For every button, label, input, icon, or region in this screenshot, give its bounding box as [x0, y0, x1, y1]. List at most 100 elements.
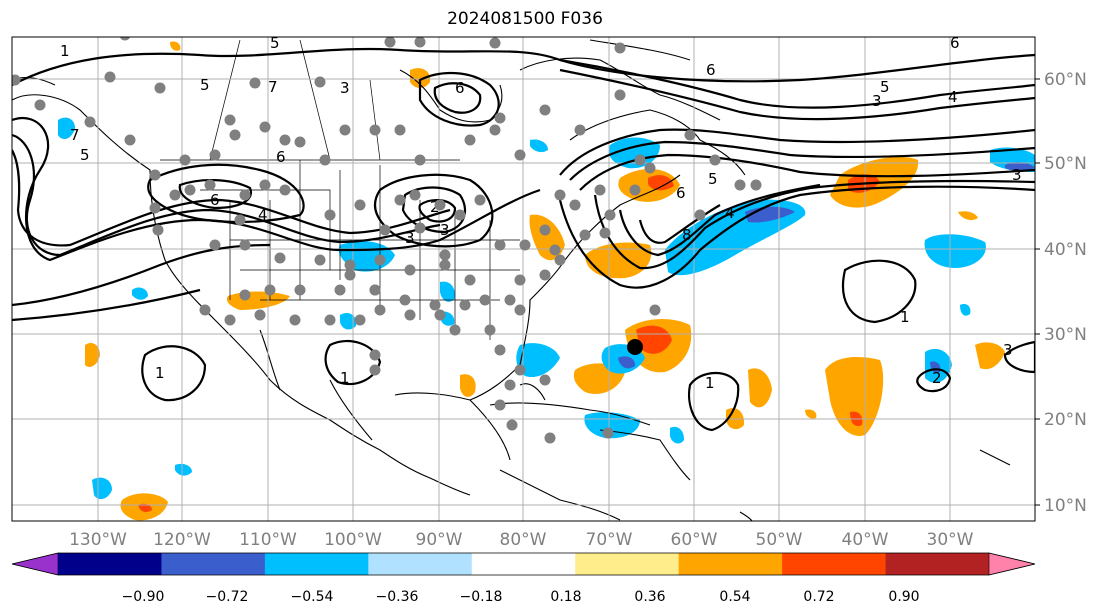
lon-label: 70°W [586, 530, 633, 550]
lon-label: 90°W [416, 530, 463, 550]
station-dot [409, 189, 421, 201]
station-dot [439, 249, 451, 261]
station-dot [634, 154, 646, 166]
station-dot [479, 294, 491, 306]
station-dot [489, 124, 501, 136]
station-dot [249, 77, 261, 89]
svg-text:5: 5 [80, 146, 90, 164]
station-dot [539, 269, 551, 281]
colorbar-tick: −0.90 [122, 589, 165, 605]
station-dot [604, 209, 616, 221]
station-dot [602, 427, 614, 439]
coastlines [12, 39, 1011, 521]
lat-label: 30°N [1044, 325, 1087, 345]
station-dot [12, 74, 21, 86]
colorbar-tick-labels: −0.90 −0.72 −0.54 −0.36 −0.18 0.18 0.36 … [122, 589, 920, 605]
station-dot [750, 179, 762, 191]
station-dot [239, 189, 251, 201]
colorbar-segment [471, 553, 576, 575]
colorbar-extend-high [988, 552, 1036, 576]
station-dot [289, 314, 301, 326]
station-dot [354, 314, 366, 326]
station-dot [259, 179, 271, 191]
station-dot [489, 37, 501, 49]
station-dot [614, 42, 626, 54]
station-dot [599, 227, 611, 239]
svg-text:6: 6 [706, 61, 716, 79]
lat-label: 10°N [1044, 496, 1087, 516]
station-dot [484, 324, 496, 336]
station-dot [149, 202, 161, 214]
axis-ticks [1035, 78, 1040, 506]
station-dot [429, 299, 441, 311]
station-dot [239, 239, 251, 251]
colorbar-tick: −0.72 [206, 589, 249, 605]
station-dot [539, 224, 551, 236]
station-dot [399, 294, 411, 306]
station-dot [494, 344, 506, 356]
colorbar-segment [782, 553, 887, 575]
station-dot [264, 284, 276, 296]
map-border [11, 36, 1036, 522]
station-dot [644, 162, 656, 174]
station-dot [434, 309, 446, 321]
station-dot [474, 194, 486, 206]
station-dot [449, 324, 461, 336]
colorbar-extend-low [11, 552, 59, 576]
svg-text:5: 5 [880, 78, 890, 96]
station-dot [324, 209, 336, 221]
station-dot [494, 399, 506, 411]
svg-text:2: 2 [932, 369, 942, 387]
station-dot [314, 76, 326, 88]
colorbar-tick: 0.36 [634, 589, 665, 605]
station-dot [514, 149, 526, 161]
station-dot [384, 37, 396, 48]
lon-label: 130°W [69, 530, 127, 550]
svg-text:6: 6 [455, 79, 465, 97]
station-dot [149, 169, 161, 181]
svg-text:3: 3 [440, 221, 450, 239]
colorbar-segment [264, 553, 369, 575]
station-dot [394, 194, 406, 206]
station-dot [594, 184, 606, 196]
station-dot [119, 37, 131, 41]
station-dot [184, 184, 196, 196]
station-dot [394, 124, 406, 136]
svg-text:3: 3 [340, 79, 350, 97]
lon-label: 120°W [153, 530, 211, 550]
svg-text:1: 1 [900, 308, 910, 326]
lat-label: 20°N [1044, 410, 1087, 430]
station-dot [504, 379, 516, 391]
station-dot [179, 154, 191, 166]
svg-text:5: 5 [270, 34, 280, 52]
station-dot [459, 299, 471, 311]
map-content: 1 5 7 3 6 5 6 3 5 4 6 7 5 6 4 3 2 3 3 6 … [12, 34, 1035, 521]
longitude-labels: 130°W 120°W 110°W 100°W 90°W 80°W 70°W 6… [69, 530, 974, 550]
station-dot [694, 209, 706, 221]
station-dot [374, 304, 386, 316]
station-dot [434, 199, 446, 211]
station-dot [369, 349, 381, 361]
colorbar-segment [885, 553, 990, 575]
lat-label: 60°N [1044, 70, 1087, 90]
station-dot [254, 309, 266, 321]
lon-label: 80°W [500, 530, 547, 550]
station-dot [506, 419, 518, 431]
station-dot [404, 309, 416, 321]
colorbar-segment [678, 553, 783, 575]
svg-text:4: 4 [258, 206, 268, 224]
svg-text:7: 7 [70, 126, 80, 144]
station-dot [439, 259, 451, 271]
station-dot [504, 294, 516, 306]
lon-label: 30°W [927, 530, 974, 550]
latitude-labels: 60°N 50°N 40°N 30°N 20°N 10°N [1044, 70, 1087, 516]
station-dot [274, 252, 286, 264]
station-dot [649, 304, 661, 316]
station-dot [344, 269, 356, 281]
location-marker [627, 339, 643, 355]
svg-text:4: 4 [725, 204, 735, 222]
station-dot [344, 259, 356, 271]
station-dot [554, 189, 566, 201]
colorbar-segment [161, 553, 266, 575]
